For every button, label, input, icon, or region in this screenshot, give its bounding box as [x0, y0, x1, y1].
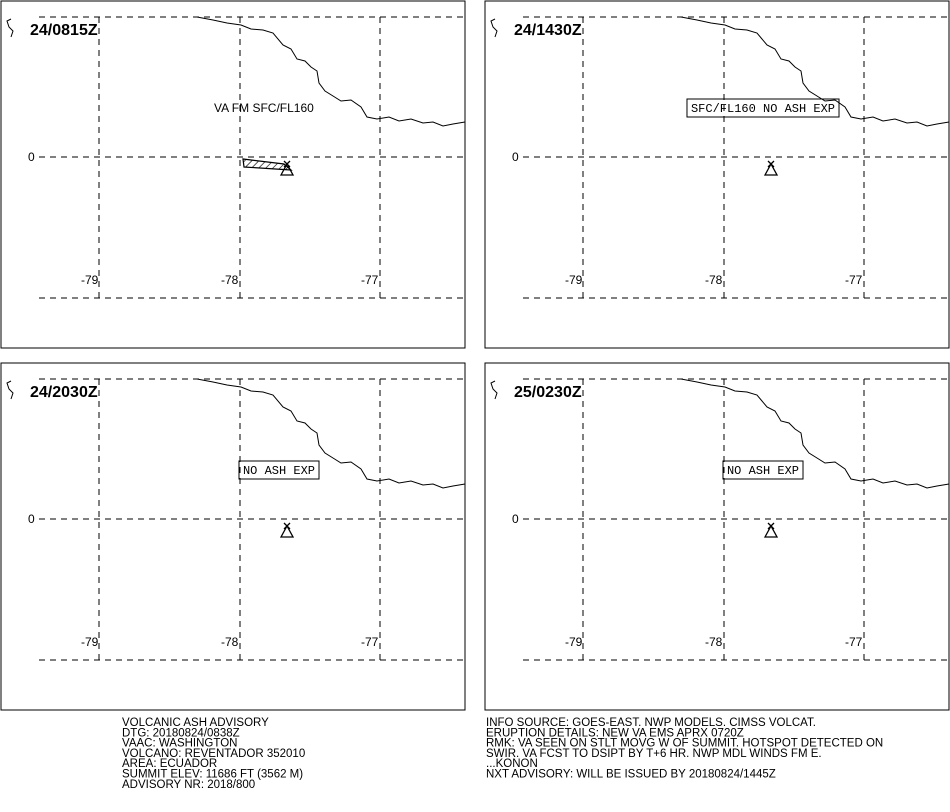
- advisory-line: ...KONON: [486, 758, 538, 770]
- latitude-label: 0: [512, 150, 519, 164]
- map-panel: 25/0230Z 0 -79 -78 -77 NO ASH EXP: [484, 362, 950, 711]
- panel-frame: [0, 0, 466, 349]
- latitude-label: 0: [28, 150, 35, 164]
- longitude-label: -77: [361, 635, 379, 649]
- longitude-label: -78: [221, 635, 239, 649]
- map-panel: 24/0815Z 0 -79 -78 -77 VA FM SFC/FL160: [0, 0, 466, 349]
- advisory-line: VOLCANO: REVENTADOR 352010: [122, 748, 305, 760]
- coastline: [196, 16, 466, 127]
- coast-hook: [6, 18, 14, 38]
- advisory-line: VOLCANIC ASH ADVISORY: [122, 717, 269, 729]
- panel-frame: [484, 362, 950, 711]
- coast-hook: [490, 380, 498, 400]
- longitude-label: -79: [81, 635, 99, 649]
- coast-hook: [6, 380, 14, 400]
- longitude-label: -77: [845, 273, 863, 287]
- panel-time: 24/2030Z: [30, 384, 98, 401]
- coast-hook: [490, 18, 498, 38]
- longitude-label: -78: [221, 273, 239, 287]
- panel-time: 24/0815Z: [30, 22, 98, 39]
- latitude-label: 0: [28, 512, 35, 526]
- longitude-label: -77: [361, 273, 379, 287]
- advisory-line: INFO SOURCE: GOES-EAST. NWP MODELS. CIMS…: [486, 717, 816, 729]
- ash-label: SFC/FL160 NO ASH EXP: [691, 102, 835, 116]
- map-panel: 24/2030Z 0 -79 -78 -77 NO ASH EXP: [0, 362, 466, 711]
- ash-area: [242, 158, 293, 171]
- advisory-line: NXT ADVISORY: WILL BE ISSUED BY 20180824…: [486, 769, 776, 781]
- ash-label-box: [686, 98, 840, 118]
- latitude-label: 0: [512, 512, 519, 526]
- panel-time: 24/1430Z: [514, 22, 582, 39]
- longitude-label: -77: [845, 635, 863, 649]
- advisory-line: VAAC: WASHINGTON: [122, 738, 237, 750]
- map-panel: 24/1430Z 0 -79 -78 -77 SFC/FL160 NO ASH EXP: [484, 0, 950, 349]
- panel-frame: [484, 0, 950, 349]
- advisory-line: ERUPTION DETAILS: NEW VA EMS APRX 0720Z: [486, 727, 744, 739]
- panel-time: 25/0230Z: [514, 384, 582, 401]
- volcano-symbol: [279, 522, 295, 538]
- volcano-symbol: [763, 522, 779, 538]
- advisory-line: ADVISORY NR: 2018/800: [122, 779, 255, 791]
- coastline: [196, 378, 466, 489]
- advisory-line: SWIR. VA FCST TO DSIPT BY T+6 HR. NWP MD…: [486, 748, 822, 760]
- ash-label-box: [722, 460, 804, 480]
- advisory-line: SUMMIT ELEV: 11686 FT (3562 M): [122, 769, 303, 781]
- longitude-label: -79: [565, 273, 583, 287]
- longitude-label: -78: [705, 635, 723, 649]
- coastline: [680, 378, 950, 489]
- ash-label: VA FM SFC/FL160: [214, 101, 314, 115]
- volcano-symbol: [763, 160, 779, 176]
- longitude-label: -79: [81, 273, 99, 287]
- advisory-line: DTG: 20180824/0838Z: [122, 727, 240, 739]
- longitude-label: -79: [565, 635, 583, 649]
- longitude-label: -78: [705, 273, 723, 287]
- coastline: [680, 16, 950, 127]
- ash-label: NO ASH EXP: [727, 464, 799, 478]
- advisory-line: AREA: ECUADOR: [122, 758, 217, 770]
- ash-label-box: [238, 460, 320, 480]
- ash-label: NO ASH EXP: [243, 464, 315, 478]
- advisory-line: RMK: VA SEEN ON STLT MOVG W OF SUMMIT. H…: [486, 738, 883, 750]
- panel-frame: [0, 362, 466, 711]
